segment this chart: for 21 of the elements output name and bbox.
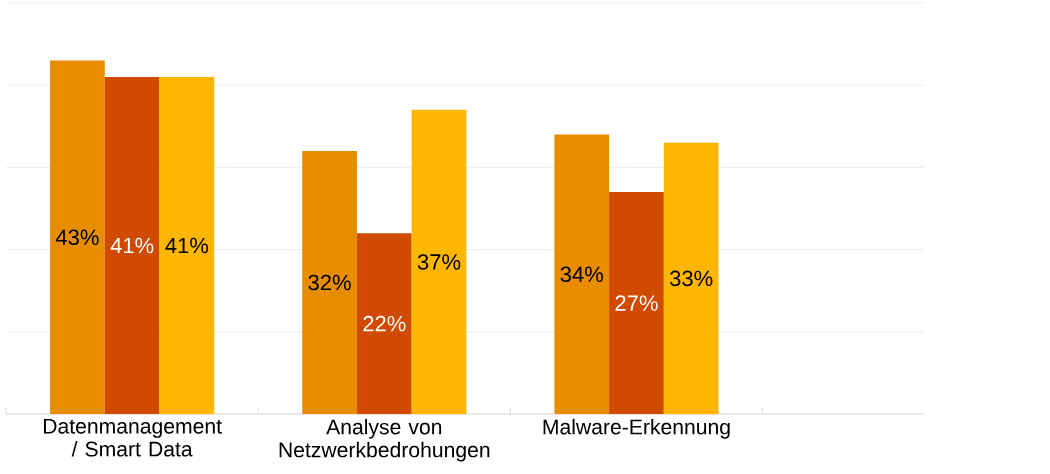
bar	[663, 142, 719, 414]
x-tick-label: Malware-Erkennung	[543, 418, 730, 439]
bar	[609, 191, 664, 414]
data-label: 34%	[560, 266, 603, 282]
data-label: 33%	[669, 270, 713, 287]
data-label: 43%	[55, 229, 99, 245]
data-label: 22%	[363, 315, 406, 332]
bar	[302, 150, 357, 414]
data-label: 41%	[110, 237, 154, 254]
bar	[50, 60, 105, 414]
x-tick-label: Analyse von Netzwerkbedrohungen	[279, 418, 490, 462]
bar	[159, 76, 215, 414]
bar	[356, 233, 412, 414]
data-label: 27%	[615, 295, 658, 311]
data-label: 32%	[308, 274, 351, 291]
bar	[554, 134, 610, 414]
bar	[411, 109, 467, 414]
data-label: 37%	[417, 254, 461, 270]
bar	[104, 76, 160, 414]
x-tick-label: Datenmanagement / Smart Data	[43, 418, 222, 457]
data-label: 41%	[165, 237, 209, 254]
